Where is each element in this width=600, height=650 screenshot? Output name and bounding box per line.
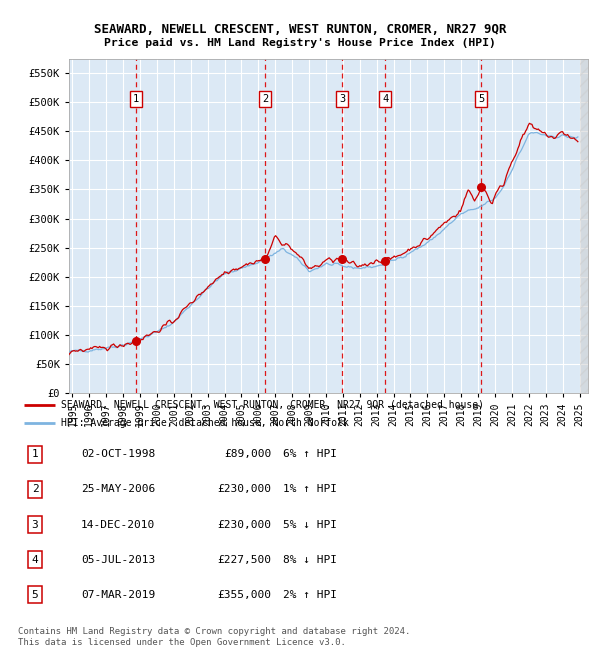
Text: £89,000: £89,000 <box>224 449 271 460</box>
Text: £230,000: £230,000 <box>217 519 271 530</box>
Text: 07-MAR-2019: 07-MAR-2019 <box>81 590 155 600</box>
Text: 2% ↑ HPI: 2% ↑ HPI <box>283 590 337 600</box>
Text: Contains HM Land Registry data © Crown copyright and database right 2024.: Contains HM Land Registry data © Crown c… <box>18 627 410 636</box>
Text: 2: 2 <box>32 484 38 495</box>
Text: 25-MAY-2006: 25-MAY-2006 <box>81 484 155 495</box>
Text: 3: 3 <box>339 94 345 104</box>
Text: 5: 5 <box>32 590 38 600</box>
Text: 8% ↓ HPI: 8% ↓ HPI <box>283 554 337 565</box>
Text: 1% ↑ HPI: 1% ↑ HPI <box>283 484 337 495</box>
Text: 1: 1 <box>32 449 38 460</box>
Text: 5% ↓ HPI: 5% ↓ HPI <box>283 519 337 530</box>
Bar <box>580 58 588 393</box>
Text: 4: 4 <box>32 554 38 565</box>
Text: 05-JUL-2013: 05-JUL-2013 <box>81 554 155 565</box>
Text: 4: 4 <box>382 94 388 104</box>
Text: HPI: Average price, detached house, North Norfolk: HPI: Average price, detached house, Nort… <box>61 419 349 428</box>
Text: SEAWARD, NEWELL CRESCENT, WEST RUNTON, CROMER, NR27 9QR: SEAWARD, NEWELL CRESCENT, WEST RUNTON, C… <box>94 23 506 36</box>
Text: £227,500: £227,500 <box>217 554 271 565</box>
Text: 02-OCT-1998: 02-OCT-1998 <box>81 449 155 460</box>
Text: 6% ↑ HPI: 6% ↑ HPI <box>283 449 337 460</box>
Text: £230,000: £230,000 <box>217 484 271 495</box>
Text: SEAWARD, NEWELL CRESCENT, WEST RUNTON, CROMER, NR27 9QR (detached house): SEAWARD, NEWELL CRESCENT, WEST RUNTON, C… <box>61 400 484 410</box>
Text: 14-DEC-2010: 14-DEC-2010 <box>81 519 155 530</box>
Text: £355,000: £355,000 <box>217 590 271 600</box>
Text: 5: 5 <box>478 94 484 104</box>
Text: Price paid vs. HM Land Registry's House Price Index (HPI): Price paid vs. HM Land Registry's House … <box>104 38 496 47</box>
Text: This data is licensed under the Open Government Licence v3.0.: This data is licensed under the Open Gov… <box>18 638 346 647</box>
Text: 1: 1 <box>133 94 139 104</box>
Text: 3: 3 <box>32 519 38 530</box>
Text: 2: 2 <box>262 94 268 104</box>
